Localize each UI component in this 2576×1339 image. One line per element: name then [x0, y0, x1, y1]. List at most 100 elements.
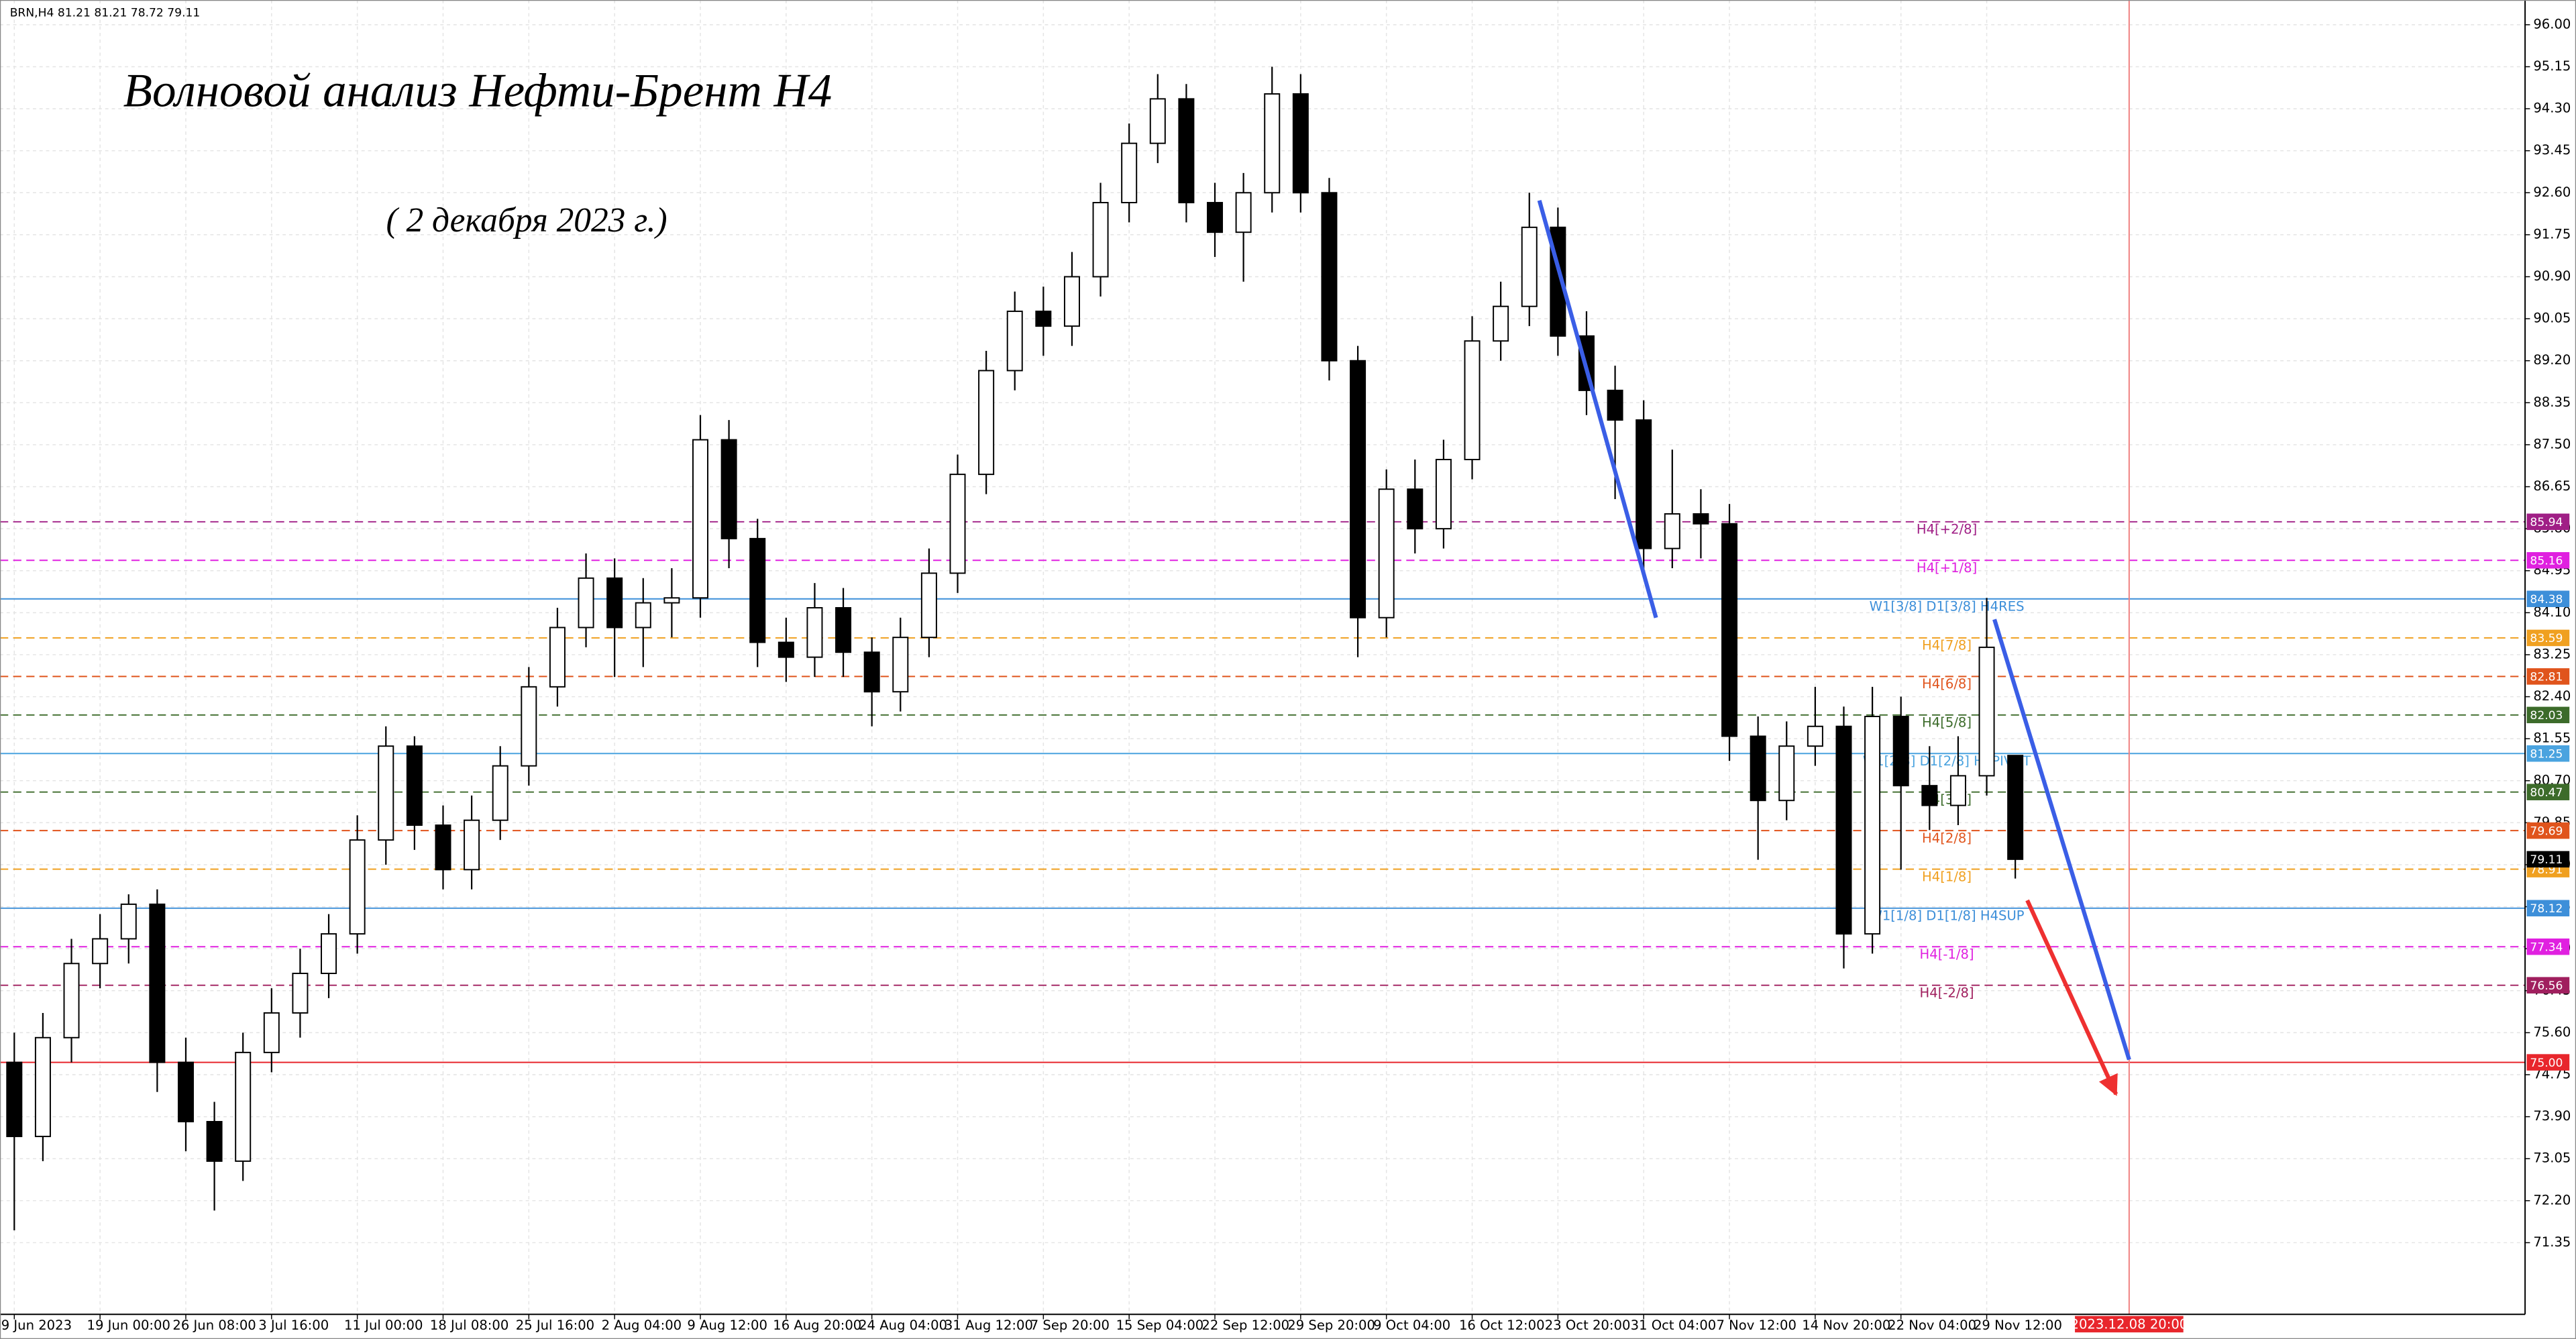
x-tick-label: 31 Oct 04:00 — [1631, 1318, 1717, 1333]
candle-body — [635, 602, 651, 629]
price-box-label: 76.56 — [2530, 979, 2563, 993]
price-box — [2526, 706, 2570, 724]
candle-body — [1892, 716, 1909, 787]
price-box — [2526, 668, 2570, 685]
price-box — [2526, 900, 2570, 917]
y-tick-label: 73.90 — [2533, 1108, 2571, 1124]
candle-body — [1778, 745, 1795, 802]
candle-body — [835, 606, 852, 653]
y-tick-label: 93.45 — [2533, 142, 2571, 158]
x-tick-label: 29 Sep 20:00 — [1287, 1318, 1375, 1333]
candle-body — [406, 745, 423, 826]
candle-body — [892, 637, 909, 693]
candle-body — [1264, 93, 1281, 194]
candle-body — [435, 824, 451, 871]
candle-body — [263, 1012, 280, 1053]
candle-body — [1235, 192, 1252, 233]
candle-body — [321, 933, 337, 974]
y-tick-label: 90.90 — [2533, 268, 2571, 284]
candle-body — [235, 1051, 252, 1162]
y-tick-label: 95.15 — [2533, 58, 2571, 74]
y-tick-label: 88.35 — [2533, 394, 2571, 410]
x-tick-label: 19 Jun 00:00 — [87, 1318, 170, 1333]
candle-body — [1493, 305, 1509, 342]
trend-line — [1537, 199, 1658, 619]
candle-body — [1378, 488, 1395, 619]
candle-body — [863, 651, 880, 693]
x-tick-label: 22 Nov 04:00 — [1888, 1318, 1976, 1333]
candle-body — [1664, 513, 1680, 549]
x-tick-label: 24 Aug 04:00 — [859, 1318, 947, 1333]
candle-body — [1864, 716, 1881, 935]
price-box — [2526, 822, 2570, 839]
candle-body — [1464, 340, 1481, 460]
chart-subtitle: ( 2 декабря 2023 г.) — [386, 201, 667, 239]
candle-body — [1978, 646, 1995, 777]
x-tick-label: 31 Aug 12:00 — [945, 1318, 1033, 1333]
candle-body — [1807, 725, 1823, 747]
candle-body — [806, 606, 823, 658]
level-label: W1[1/8] D1[1/8] H4SUP — [1869, 908, 2024, 924]
candle-body — [1607, 389, 1623, 421]
level-label: H4[-1/8] — [1920, 947, 1974, 962]
price-box-label: 81.25 — [2530, 747, 2563, 761]
y-tick-label: 87.50 — [2533, 436, 2571, 451]
trend-line — [1992, 619, 2131, 1061]
x-tick-label: 9 Oct 04:00 — [1373, 1318, 1450, 1333]
candle-body — [1063, 276, 1080, 327]
candle-body — [1149, 98, 1166, 144]
level-label: H4[6/8] — [1922, 676, 1972, 692]
price-box-label: 77.34 — [2530, 941, 2563, 954]
price-box — [2526, 1054, 2570, 1071]
x-tick-label: 22 Sep 12:00 — [1201, 1318, 1289, 1333]
candle-body — [1949, 775, 1966, 806]
grid — [0, 0, 2526, 1315]
level-label: H4[7/8] — [1922, 638, 1972, 653]
y-tick-label: 92.60 — [2533, 184, 2571, 200]
candle-body — [1435, 459, 1452, 530]
low: 78.72 — [131, 7, 164, 20]
level-label: H4[-2/8] — [1920, 985, 1974, 1000]
candle-body — [1835, 725, 1852, 935]
x-tick-label: 7 Sep 20:00 — [1030, 1318, 1110, 1333]
candle-body — [1207, 202, 1224, 233]
candle-body — [206, 1120, 223, 1162]
candle-body — [521, 686, 537, 767]
candle-body — [978, 370, 995, 476]
price-box-label: 84.38 — [2530, 593, 2563, 606]
candle-body — [777, 641, 794, 658]
x-tick-label: 26 Jun 08:00 — [172, 1318, 256, 1333]
y-tick-label: 90.05 — [2533, 311, 2571, 326]
close: 79.11 — [167, 7, 200, 20]
price-box — [2526, 552, 2570, 569]
y-tick-label: 84.10 — [2533, 604, 2571, 620]
level-label: H4[2/8] — [1922, 831, 1972, 846]
candle-body — [720, 439, 737, 539]
x-tick-label: 14 Nov 20:00 — [1802, 1318, 1890, 1333]
candle-body — [578, 577, 594, 629]
current-price-label: 79.11 — [2530, 853, 2563, 867]
y-tick-label: 91.75 — [2533, 226, 2571, 242]
candle-body — [149, 903, 166, 1063]
y-tick-label: 96.00 — [2533, 16, 2571, 32]
candle-body — [63, 963, 80, 1038]
candle-body — [464, 819, 480, 871]
candle-body — [1006, 311, 1023, 372]
price-box — [2526, 938, 2570, 955]
levels: H4[+2/8] H4[+1/8] W1[3/8] D1[3/8] H4RES H4[… — [0, 521, 2526, 1063]
candle-body — [292, 973, 309, 1014]
y-tick-label: 81.55 — [2533, 731, 2571, 746]
open: 81.21 — [58, 7, 91, 20]
level-label: H4[5/8] — [1922, 715, 1972, 731]
candles — [6, 66, 2024, 1231]
price-box-label: 75.00 — [2530, 1057, 2563, 1070]
header: BRN,H4 81.21 81.21 78.72 79.11 — [10, 7, 201, 20]
level-label: W1[2/8] D1[2/8] H4PIVOT — [1863, 753, 2032, 769]
candle-body — [1035, 311, 1052, 327]
candle-body — [120, 903, 137, 940]
symbol: BRN,H4 — [10, 7, 54, 20]
price-box — [2526, 513, 2570, 531]
